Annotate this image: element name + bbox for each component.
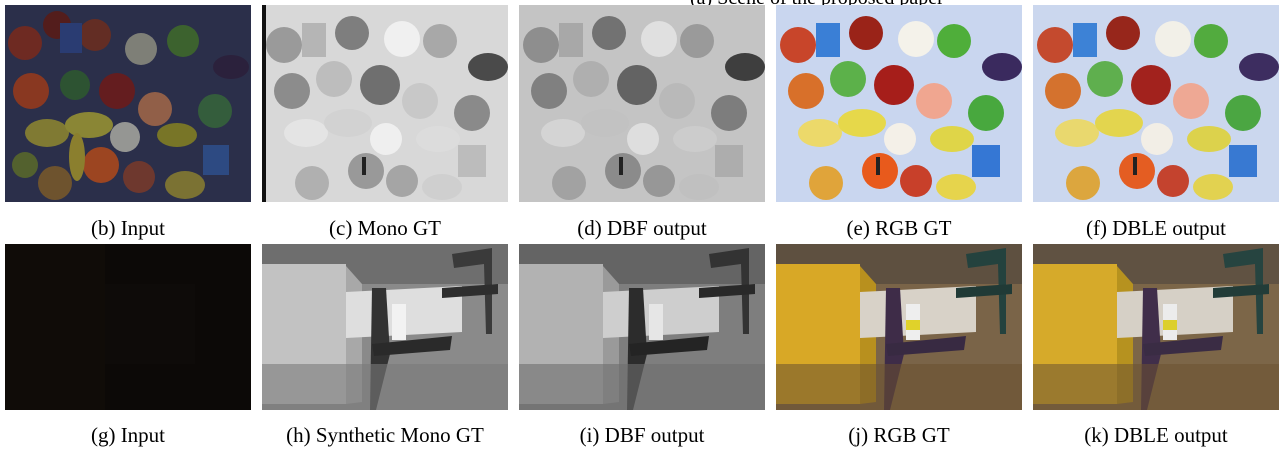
image-dbf-output-fruits bbox=[519, 5, 765, 202]
caption-c: (c) Mono GT bbox=[329, 216, 441, 240]
top-caption-fragment: (a) Scene of the proposed paper bbox=[690, 0, 944, 8]
image-dbf-output-chairs bbox=[519, 244, 765, 410]
caption-g: (g) Input bbox=[90, 423, 166, 447]
image-dble-output-fruits bbox=[1033, 5, 1279, 202]
caption-b: (b) Input bbox=[90, 216, 166, 240]
caption-k: (k) DBLE output bbox=[1084, 423, 1228, 447]
image-rgb-gt-fruits bbox=[776, 5, 1022, 202]
image-mono-gt-fruits bbox=[262, 5, 508, 202]
caption-i: (i) DBF output bbox=[579, 423, 705, 447]
image-rgb-gt-chairs bbox=[776, 244, 1022, 410]
image-synthetic-mono-gt-chairs bbox=[262, 244, 508, 410]
caption-h: (h) Synthetic Mono GT bbox=[286, 423, 484, 447]
caption-e: (e) RGB GT bbox=[846, 216, 952, 240]
caption-d: (d) DBF output bbox=[577, 216, 707, 240]
image-dble-output-chairs bbox=[1033, 244, 1279, 410]
image-input-fruits bbox=[5, 5, 251, 202]
caption-j: (j) RGB GT bbox=[848, 423, 950, 447]
image-input-chairs bbox=[5, 244, 251, 410]
caption-f: (f) DBLE output bbox=[1086, 216, 1226, 240]
